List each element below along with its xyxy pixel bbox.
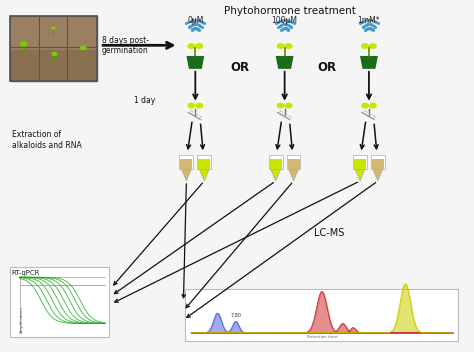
Ellipse shape <box>284 102 292 108</box>
Bar <box>10 267 109 337</box>
Ellipse shape <box>195 43 203 49</box>
Bar <box>197 155 211 169</box>
Bar <box>185 289 458 341</box>
Text: 1mM*: 1mM* <box>358 16 380 25</box>
Text: Amplification: Amplification <box>20 306 24 333</box>
Polygon shape <box>373 169 383 181</box>
Polygon shape <box>276 56 293 69</box>
Text: 100μM: 100μM <box>272 16 298 25</box>
Text: 8 days post-
germination: 8 days post- germination <box>102 36 149 55</box>
Bar <box>198 159 210 169</box>
Ellipse shape <box>277 43 284 49</box>
Ellipse shape <box>51 52 57 56</box>
Ellipse shape <box>51 26 56 30</box>
Ellipse shape <box>80 45 87 50</box>
Bar <box>11 17 96 50</box>
Bar <box>353 155 367 169</box>
Text: Retention time: Retention time <box>307 335 337 339</box>
Ellipse shape <box>361 43 369 49</box>
Ellipse shape <box>361 102 369 108</box>
Bar <box>180 155 193 169</box>
Ellipse shape <box>369 43 377 49</box>
Bar <box>371 155 385 169</box>
Text: Extraction of
alkaloids and RNA: Extraction of alkaloids and RNA <box>12 130 82 150</box>
Bar <box>354 159 366 169</box>
Bar <box>372 159 384 169</box>
Text: OR: OR <box>230 61 249 74</box>
Polygon shape <box>271 169 281 181</box>
Polygon shape <box>186 56 204 69</box>
Ellipse shape <box>277 102 284 108</box>
Bar <box>10 16 97 81</box>
Polygon shape <box>200 169 209 181</box>
Bar <box>288 159 300 169</box>
Ellipse shape <box>195 102 203 108</box>
Ellipse shape <box>20 41 27 47</box>
Bar <box>270 159 282 169</box>
Text: Phytohormone treatment: Phytohormone treatment <box>224 6 356 16</box>
Polygon shape <box>360 56 378 69</box>
Text: 1 day: 1 day <box>135 96 155 105</box>
Bar <box>181 159 192 169</box>
Polygon shape <box>355 169 365 181</box>
Ellipse shape <box>187 43 195 49</box>
Ellipse shape <box>369 102 377 108</box>
Polygon shape <box>182 169 191 181</box>
Text: LC-MS: LC-MS <box>314 228 345 238</box>
Bar <box>10 16 97 81</box>
Text: 7.80: 7.80 <box>230 313 241 319</box>
Ellipse shape <box>284 43 292 49</box>
Polygon shape <box>289 169 299 181</box>
Text: 0μM: 0μM <box>187 16 203 25</box>
Bar <box>269 155 283 169</box>
Ellipse shape <box>187 102 195 108</box>
Text: OR: OR <box>318 61 337 74</box>
Text: RT-qPCR: RT-qPCR <box>12 270 40 276</box>
Bar <box>287 155 301 169</box>
